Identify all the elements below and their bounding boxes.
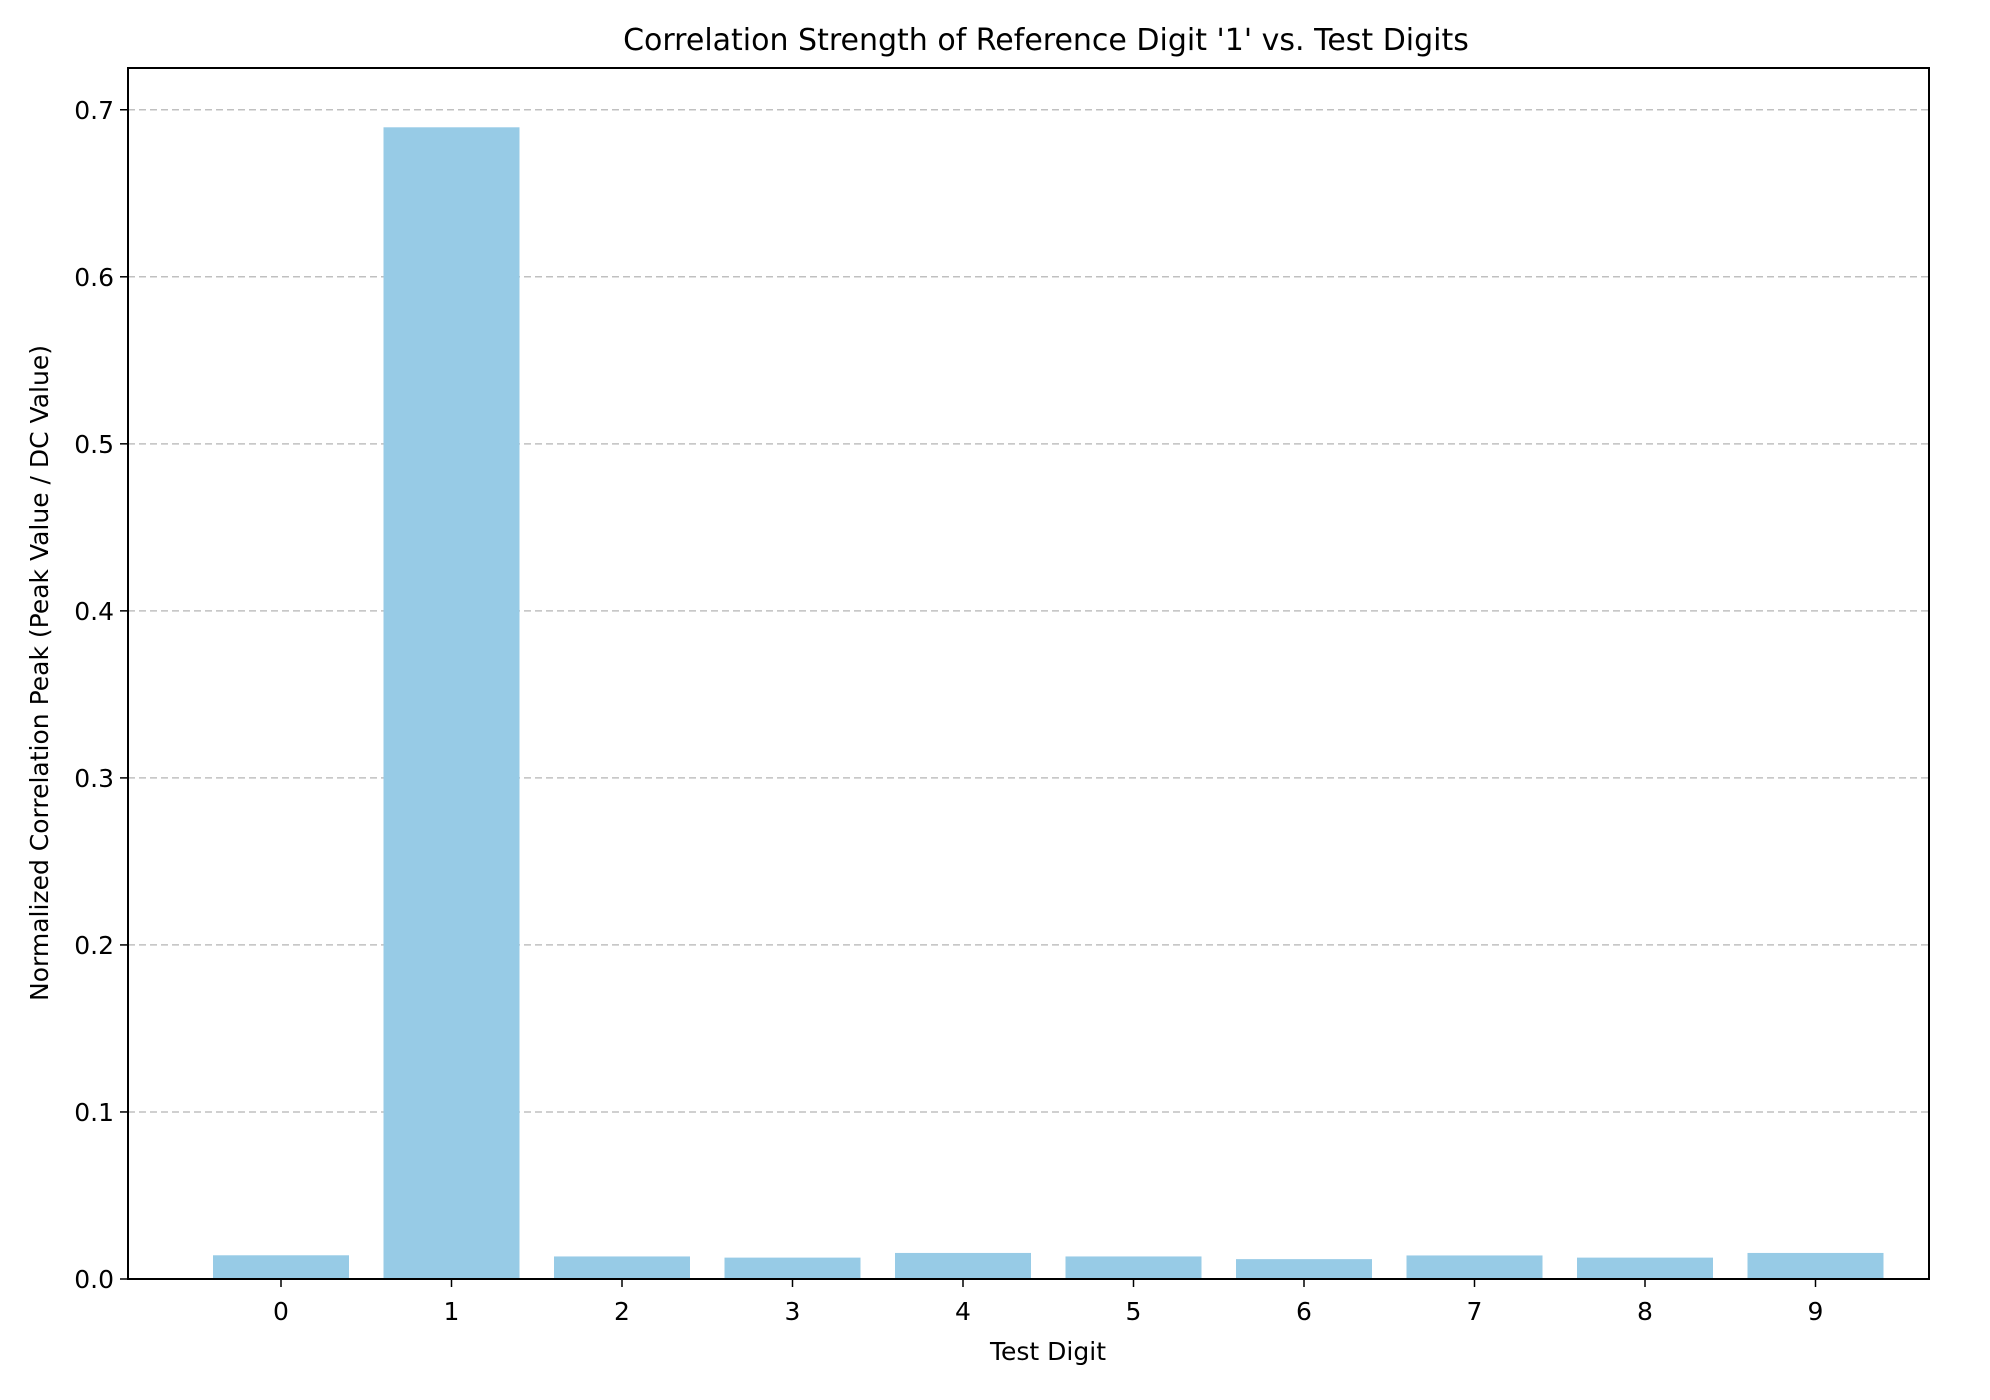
x-tick-label: 3: [785, 1297, 801, 1326]
x-axis-ticks: 0 1 2 3 4 5 6 7 8 9: [273, 1279, 1823, 1326]
bar: [213, 1255, 349, 1279]
x-tick-label: 6: [1296, 1297, 1312, 1326]
bar: [724, 1257, 861, 1279]
y-axis-ticks: 0.0 0.1 0.2 0.3 0.4 0.5 0.6 0.7: [74, 96, 128, 1294]
x-tick-label: 8: [1637, 1297, 1653, 1326]
x-axis-label: Test Digit: [989, 1337, 1106, 1366]
x-tick-label: 5: [1126, 1297, 1142, 1326]
y-tick-label: 0.1: [74, 1098, 114, 1127]
x-tick-label: 9: [1808, 1297, 1824, 1326]
x-tick-label: 1: [444, 1297, 460, 1326]
bar: [1747, 1252, 1884, 1279]
y-tick-label: 0.7: [74, 96, 114, 125]
bar: [554, 1256, 690, 1279]
x-tick-label: 4: [955, 1297, 971, 1326]
bar: [1065, 1256, 1202, 1279]
y-tick-label: 0.4: [74, 597, 114, 626]
x-tick-label: 0: [273, 1297, 289, 1326]
plot-frame: [127, 67, 1930, 1280]
x-tick-label: 7: [1467, 1297, 1483, 1326]
bars: [213, 127, 1884, 1279]
y-axis-label: Normalized Correlation Peak (Peak Value …: [25, 345, 54, 1001]
y-tick-label: 0.2: [74, 931, 114, 960]
y-tick-label: 0.6: [74, 263, 114, 292]
y-tick-label: 0.3: [74, 764, 114, 793]
y-tick-label: 0.0: [74, 1265, 114, 1294]
chart-title: Correlation Strength of Reference Digit …: [623, 23, 1469, 58]
bar: [895, 1252, 1031, 1279]
bar: [383, 127, 520, 1279]
y-tick-label: 0.5: [74, 430, 114, 459]
bar: [1577, 1257, 1713, 1279]
bar: [1406, 1255, 1543, 1279]
x-tick-label: 2: [614, 1297, 630, 1326]
bar: [1236, 1259, 1372, 1279]
